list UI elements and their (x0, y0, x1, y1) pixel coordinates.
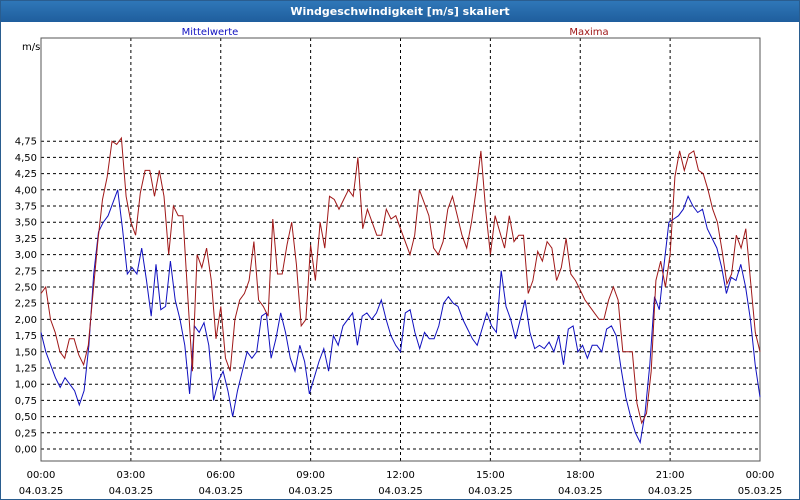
y-tick-label: 1,25 (15, 364, 37, 375)
grid-lines (41, 38, 760, 461)
x-tick-time: 12:00 (386, 470, 415, 481)
y-tick-label: 1,50 (15, 347, 37, 358)
series-line-maxima (40, 136, 761, 425)
y-tick-label: 3,25 (15, 234, 37, 245)
axis-labels: 0,00 0,25 0,50 0,75 1,00 1,25 1,50 1,75 2,00 2,25… (15, 137, 783, 497)
y-tick-label: 3,75 (15, 202, 37, 213)
x-tick-date: 04.03.25 (198, 486, 243, 497)
series-line-mittelwerte (40, 189, 761, 445)
y-tick-label: 3,00 (15, 250, 37, 261)
y-tick-label: 0,25 (15, 428, 37, 439)
y-tick-label: 1,00 (15, 380, 37, 391)
x-tick-time: 00:00 (746, 470, 775, 481)
x-tick-time: 15:00 (476, 470, 505, 481)
x-tick-time: 00:00 (27, 470, 56, 481)
y-tick-label: 2,75 (15, 266, 37, 277)
y-tick-label: 0,75 (15, 396, 37, 407)
x-tick-time: 21:00 (656, 470, 685, 481)
y-tick-label: 3,50 (15, 218, 37, 229)
legend-mittelwerte: Mittelwerte (182, 27, 239, 38)
y-tick-label: 4,75 (15, 137, 37, 148)
x-tick-time: 09:00 (296, 470, 325, 481)
x-tick-date: 04.03.25 (19, 486, 64, 497)
legend-maxima: Maxima (569, 27, 608, 38)
y-unit-label: m/s (22, 42, 40, 53)
plot-frame (40, 37, 761, 462)
y-tick-label: 1,75 (15, 331, 37, 342)
y-tick-label: 2,50 (15, 283, 37, 294)
y-tick-label: 4,00 (15, 185, 37, 196)
x-tick-date: 04.03.25 (558, 486, 603, 497)
series-group (40, 136, 761, 445)
y-tick-label: 2,25 (15, 299, 37, 310)
x-tick-date: 04.03.25 (648, 486, 693, 497)
y-tick-label: 4,25 (15, 169, 37, 180)
y-tick-label: 0,50 (15, 412, 37, 423)
x-tick-date: 05.03.25 (738, 486, 783, 497)
x-tick-date: 04.03.25 (288, 486, 333, 497)
x-tick-time: 18:00 (566, 470, 595, 481)
y-tick-label: 4,50 (15, 153, 37, 164)
y-tick-label: 0,00 (15, 445, 37, 456)
x-tick-date: 04.03.25 (109, 486, 154, 497)
x-tick-time: 06:00 (206, 470, 235, 481)
x-tick-date: 04.03.25 (468, 486, 513, 497)
y-tick-label: 2,00 (15, 315, 37, 326)
x-tick-date: 04.03.25 (378, 486, 423, 497)
window-title: Windgeschwindigkeit [m/s] skaliert (1, 1, 799, 22)
x-tick-time: 03:00 (116, 470, 145, 481)
